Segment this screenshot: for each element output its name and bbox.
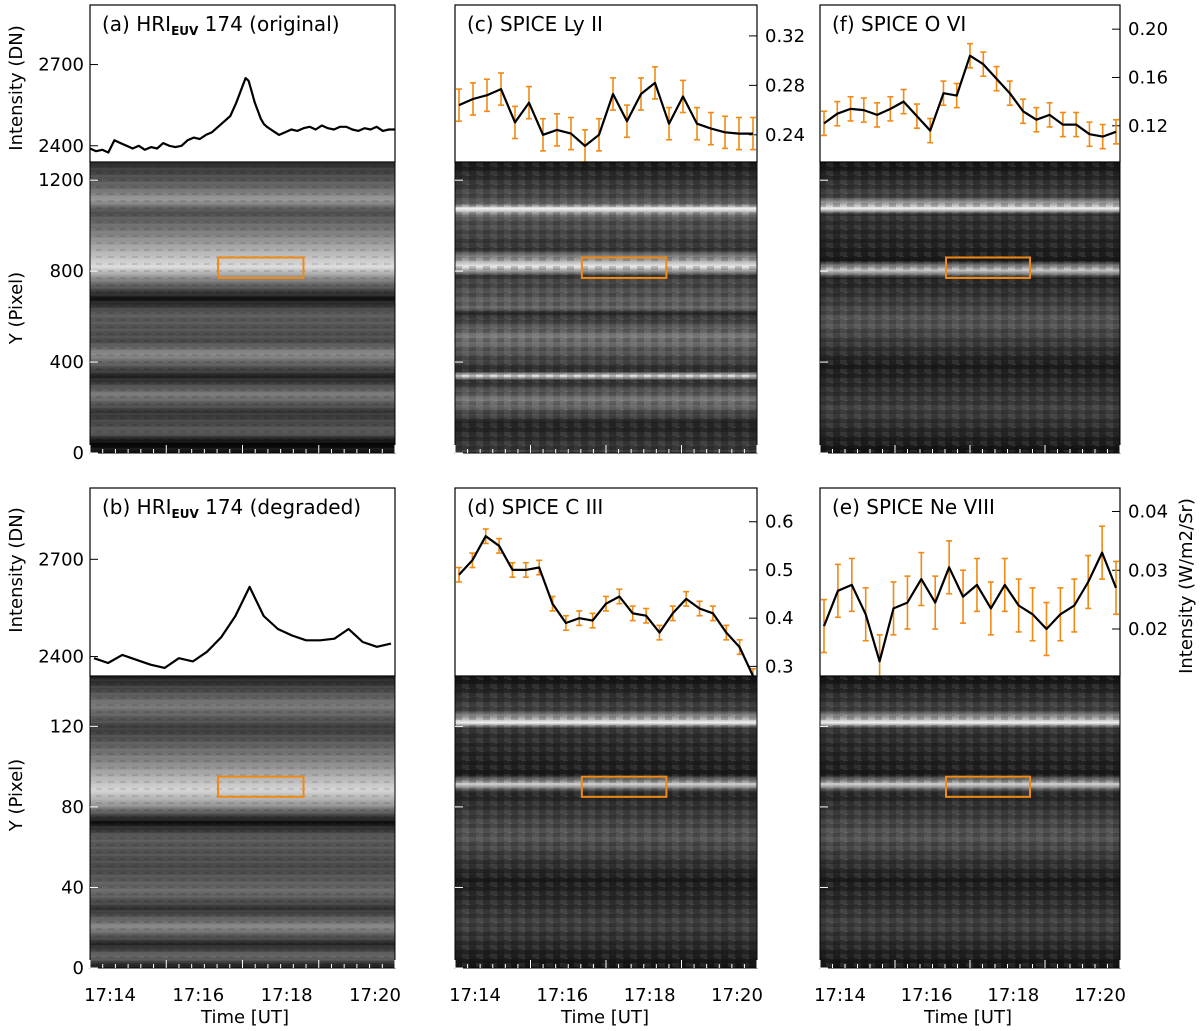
panel-e-ytick-label: 0.02: [1128, 619, 1168, 640]
panel-d-title: (d) SPICE C III: [467, 495, 603, 519]
panel-c-series-line: [458, 81, 753, 147]
panel-d-ytick-label: 0.6: [765, 512, 794, 533]
panel-b-ytick-label: 2400: [38, 647, 84, 668]
y-title-ypixel-bottom: Y (Pixel): [6, 759, 27, 832]
image-a-ytick-label: 0: [73, 443, 84, 464]
image-d-xtick-label: 17:20: [711, 985, 763, 1006]
image-b-ytick-label: 80: [61, 797, 84, 818]
panel-f-ytick-label: 0.20: [1128, 19, 1168, 40]
image-d-xtick-label: 17:14: [449, 985, 501, 1006]
y-title-intensity-bottom: Intensity (DN): [6, 507, 27, 632]
x-title-col3: Time [UT]: [923, 1007, 1012, 1028]
x-title-col1: Time [UT]: [200, 1007, 289, 1028]
panel-c-ytick-label: 0.24: [765, 125, 805, 146]
image-b-xtick-label: 17:18: [261, 985, 313, 1006]
panel-e-ytick-label: 0.04: [1128, 502, 1168, 523]
panel-c-ytick-label: 0.32: [765, 26, 805, 47]
panel-e: (e) SPICE Ne VIII 0.02 0.03 0.04: [819, 487, 1168, 689]
panel-a-ytick-label: 2400: [38, 136, 84, 157]
image-e-highlight-box: [945, 775, 1031, 798]
image-d: 17:14 17:16 17:18 17:20: [449, 675, 763, 1006]
panel-c-ytick-label: 0.28: [765, 75, 805, 96]
image-a: 0 400 800 1200: [38, 161, 396, 464]
panel-c-title: (c) SPICE Ly II: [467, 12, 603, 36]
x-title-col2: Time [UT]: [560, 1007, 649, 1028]
image-b: 0 40 80 120 17:14 17:16 17:18 17:20: [50, 675, 401, 1006]
panel-a-title: (a) HRIEUV 174 (original): [102, 12, 340, 38]
panel-d-ytick-label: 0.5: [765, 560, 794, 581]
image-d-highlight-box: [580, 775, 668, 798]
image-b-ytick-label: 120: [50, 716, 84, 737]
panel-d-frame: [454, 487, 758, 677]
image-f-texture: [820, 162, 1120, 453]
image-f: [819, 161, 1121, 454]
image-b-highlight-box: [217, 775, 305, 798]
panel-f: (f) SPICE O VI 0.12 0.16 0.20: [819, 4, 1168, 163]
image-a-texture: [90, 162, 395, 453]
image-e-texture: [820, 676, 1120, 968]
panel-c: (c) SPICE Ly II 0.24 0.28 0.32: [454, 4, 805, 163]
panel-e-series-line: [822, 551, 1118, 663]
y-title-intensity-si: Intensity (W/m2/Sr): [1176, 498, 1197, 674]
panel-d: (d) SPICE C III 0.3 0.4 0.5 0.6: [454, 487, 794, 685]
image-f-highlight-box: [945, 256, 1031, 279]
image-c-texture: [455, 162, 757, 453]
image-c: [454, 161, 758, 454]
panels: (a) HRIEUV 174 (original) 2400 2700 (c) SPI…: [38, 4, 1168, 1006]
image-e-xtick-label: 17:14: [814, 985, 866, 1006]
image-a-ytick-label: 400: [50, 352, 84, 373]
image-d-xtick-label: 17:18: [624, 985, 676, 1006]
image-a-ytick-label: 1200: [38, 170, 84, 191]
image-e-xtick-label: 17:18: [987, 985, 1039, 1006]
panel-b-frame: [89, 487, 396, 677]
image-a-highlight-box: [217, 256, 305, 279]
panel-f-title: (f) SPICE O VI: [832, 12, 966, 36]
panel-a: (a) HRIEUV 174 (original) 2400 2700: [38, 4, 396, 163]
panel-a-ytick-label: 2700: [38, 55, 84, 76]
panel-f-ytick-label: 0.12: [1128, 116, 1168, 137]
image-b-texture: [90, 676, 395, 968]
panel-c-frame: [454, 4, 758, 163]
panel-f-frame: [819, 4, 1121, 163]
image-e-xtick-label: 17:16: [901, 985, 953, 1006]
panel-b-ytick-label: 2700: [38, 549, 84, 570]
panel-b-title: (b) HRIEUV 174 (degraded): [102, 495, 361, 521]
image-b-xtick-label: 17:20: [349, 985, 401, 1006]
panel-b: (b) HRIEUV 174 (degraded) 2400 2700: [38, 487, 396, 677]
image-b-xtick-label: 17:14: [84, 985, 136, 1006]
image-a-ytick-label: 800: [50, 261, 84, 282]
panel-d-ytick-label: 0.4: [765, 608, 794, 629]
panel-e-frame: [819, 487, 1121, 677]
y-title-intensity-top: Intensity (DN): [6, 25, 27, 150]
image-e: 17:14 17:16 17:18 17:20: [814, 675, 1126, 1006]
image-e-xtick-label: 17:20: [1074, 985, 1126, 1006]
panel-d-ytick-label: 0.3: [765, 656, 794, 677]
image-c-highlight-box: [580, 256, 668, 279]
image-b-xtick-label: 17:16: [172, 985, 224, 1006]
image-d-xtick-label: 17:16: [536, 985, 588, 1006]
image-b-ytick-label: 40: [61, 877, 84, 898]
panel-b-series-line: [93, 585, 392, 670]
image-b-ytick-label: 0: [73, 958, 84, 979]
panel-e-title: (e) SPICE Ne VIII: [832, 495, 995, 519]
panel-f-ytick-label: 0.16: [1128, 67, 1168, 88]
y-title-ypixel-top: Y (Pixel): [6, 272, 27, 345]
image-d-texture: [455, 676, 757, 968]
panel-e-ytick-label: 0.03: [1128, 560, 1168, 581]
